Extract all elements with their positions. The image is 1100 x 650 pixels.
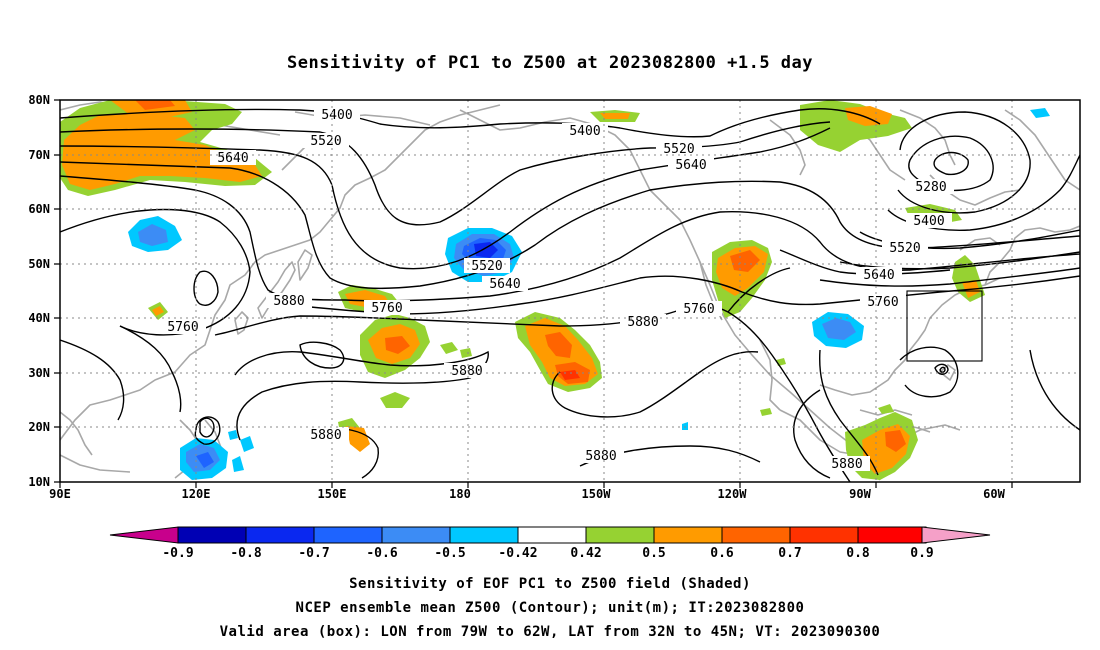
lat-label: 40N xyxy=(28,311,50,325)
colorbar-box xyxy=(585,526,655,544)
contour-label: 5760 xyxy=(867,295,898,310)
contour-5880 xyxy=(119,325,182,413)
contour-label: 5880 xyxy=(627,315,658,330)
colorbar-label: 0.9 xyxy=(910,546,933,561)
colorbar-label: -0.5 xyxy=(434,546,465,561)
contour-label: 5880 xyxy=(831,457,862,472)
lon-label: 90W xyxy=(849,487,871,501)
contour-label: 5400 xyxy=(569,124,600,139)
contour-label: 5760 xyxy=(371,301,402,316)
contour-label: 5640 xyxy=(217,151,248,166)
map-panel: 5400 5520 5640 5400 5520 5640 5280 5400 … xyxy=(28,93,1081,501)
colorbar-label: -0.9 xyxy=(162,546,193,561)
colorbar-box xyxy=(789,526,859,544)
colorbar-label: 0.42 xyxy=(570,546,601,561)
lat-label: 50N xyxy=(28,257,50,271)
contour-label: 5400 xyxy=(913,214,944,229)
colorbar-low-arrow xyxy=(109,526,179,544)
caption: Sensitivity of EOF PC1 to Z500 field (Sh… xyxy=(220,576,881,640)
lat-label: 70N xyxy=(28,148,50,162)
colorbar-box xyxy=(517,526,587,544)
lat-label: 10N xyxy=(28,475,50,489)
colorbar-box xyxy=(245,526,315,544)
contour-label: 5640 xyxy=(675,158,706,173)
contour-label: 5520 xyxy=(663,142,694,157)
colorbar-label: 0.5 xyxy=(642,546,665,561)
tick-marks xyxy=(54,99,1013,488)
map-frame xyxy=(59,99,1081,483)
contour-label: 5880 xyxy=(273,294,304,309)
caption-line-2: NCEP ensemble mean Z500 (Contour); unit(… xyxy=(296,600,805,616)
contour-label: 5640 xyxy=(489,277,520,292)
contour-label: 5880 xyxy=(585,449,616,464)
colorbar-box xyxy=(721,526,791,544)
colorbar-boxes xyxy=(177,526,927,544)
colorbar-label: -0.7 xyxy=(298,546,329,561)
contour-label: 5520 xyxy=(471,259,502,274)
lat-label: 30N xyxy=(28,366,50,380)
colorbar-box xyxy=(449,526,519,544)
colorbar-labels: -0.9 -0.8 -0.7 -0.6 -0.5 -0.42 0.42 0.5 … xyxy=(162,546,933,561)
colorbar-box xyxy=(313,526,383,544)
contour-5640 xyxy=(60,127,831,270)
lon-label: 90E xyxy=(49,487,71,501)
colorbar-label: -0.8 xyxy=(230,546,261,561)
colorbar-box xyxy=(381,526,451,544)
contour-label: 5880 xyxy=(451,364,482,379)
latitude-labels: 10N 20N 30N 40N 50N 60N 70N 80N xyxy=(28,93,50,489)
lat-label: 20N xyxy=(28,420,50,434)
contour-label: 5520 xyxy=(889,241,920,256)
colorbar-label: 0.6 xyxy=(710,546,734,561)
colorbar-label: 0.7 xyxy=(778,546,801,561)
contour-label: 5760 xyxy=(683,302,714,317)
contour-label: 5280 xyxy=(915,180,946,195)
lon-label: 120W xyxy=(718,487,748,501)
lon-label: 150W xyxy=(582,487,612,501)
caption-line-3: Valid area (box): LON from 79W to 62W, L… xyxy=(220,624,881,640)
gridlines xyxy=(60,100,1080,482)
lon-label: 150E xyxy=(318,487,347,501)
colorbar-high-arrow xyxy=(921,526,991,544)
positive-core-arctic xyxy=(62,113,262,190)
colorbar: -0.9 -0.8 -0.7 -0.6 -0.5 -0.42 0.42 0.5 … xyxy=(109,526,991,561)
contour-label: 5400 xyxy=(321,108,352,123)
colorbar-box xyxy=(177,526,247,544)
contour-5520 xyxy=(60,121,831,226)
lon-label: 180 xyxy=(449,487,471,501)
colorbar-label: 0.8 xyxy=(846,546,870,561)
lat-label: 80N xyxy=(28,93,50,107)
colorbar-label: -0.6 xyxy=(366,546,397,561)
valid-area-box xyxy=(906,290,983,362)
lat-label: 60N xyxy=(28,202,50,216)
longitude-labels: 90E 120E 150E 180 150W 120W 90W 60W xyxy=(49,487,1005,501)
lon-label: 120E xyxy=(182,487,211,501)
colorbar-box xyxy=(857,526,927,544)
colorbar-box xyxy=(653,526,723,544)
contour-label: 5760 xyxy=(167,320,198,335)
contour-5280-low xyxy=(908,135,994,192)
contour-5400 xyxy=(60,108,881,138)
figure-title: Sensitivity of PC1 to Z500 at 2023082800… xyxy=(287,53,813,73)
contour-labels: 5400 5520 5640 5400 5520 5640 5280 5400 … xyxy=(160,107,954,472)
contour-label: 5880 xyxy=(310,428,341,443)
contour-label: 5640 xyxy=(863,268,894,283)
lon-label: 60W xyxy=(983,487,1005,501)
contour-label: 5520 xyxy=(310,134,341,149)
colorbar-label: -0.42 xyxy=(498,546,537,561)
caption-line-1: Sensitivity of EOF PC1 to Z500 field (Sh… xyxy=(349,576,751,592)
